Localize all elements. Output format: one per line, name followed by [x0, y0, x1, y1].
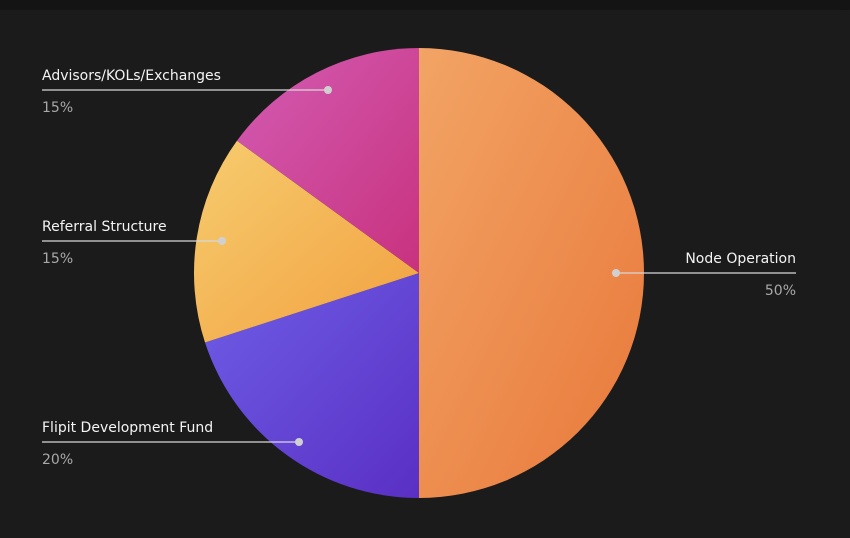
slice-value-label: 20% — [42, 452, 73, 468]
slice-label: Advisors/KOLs/Exchanges — [42, 68, 221, 84]
pie-slice-advisors-kols-exchanges — [236, 48, 419, 273]
callout-dot — [612, 269, 620, 277]
slices-layer — [193, 48, 644, 498]
pie-slice-flipit-development-fund — [205, 273, 419, 498]
callout-dot — [218, 237, 226, 245]
callout-dot — [324, 86, 332, 94]
slice-label: Referral Structure — [42, 219, 167, 235]
callout-dot — [295, 438, 303, 446]
callouts-layer: Node Operation 50% Flipit Development Fund… — [42, 68, 796, 468]
slice-label: Node Operation — [685, 251, 796, 267]
slice-value-label: 15% — [42, 251, 73, 267]
slice-label: Flipit Development Fund — [42, 420, 213, 436]
slice-value-label: 15% — [42, 100, 73, 116]
pie-slice-referral-structure — [193, 140, 419, 343]
pie-slice-node-operation — [419, 48, 644, 498]
slice-value-label: 50% — [765, 283, 796, 299]
top-bar — [0, 0, 850, 10]
